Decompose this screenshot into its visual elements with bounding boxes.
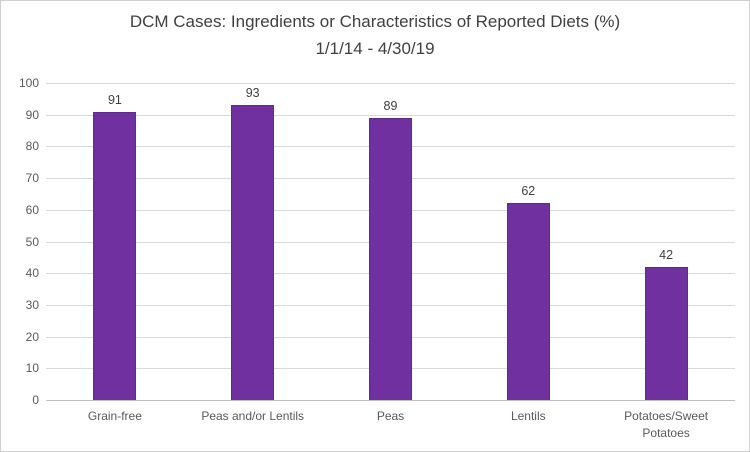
bar-value-label: 93 xyxy=(245,86,260,101)
bar-lentils xyxy=(506,203,550,400)
gridline-100 xyxy=(46,83,735,84)
y-tick-label-40: 40 xyxy=(25,266,39,281)
y-tick-label-20: 20 xyxy=(25,329,39,344)
bar-value-label: 91 xyxy=(107,92,122,107)
y-tick-label-10: 10 xyxy=(25,361,39,376)
bar-value-label: 42 xyxy=(659,247,674,262)
x-axis-line xyxy=(46,400,735,401)
bar-potatoes-sweet-potatoes xyxy=(644,266,688,400)
category-label: Grain-free xyxy=(87,409,142,423)
y-tick-label-30: 30 xyxy=(25,297,39,312)
category-label: Peas xyxy=(376,409,405,423)
chart-subtitle: 1/1/14 - 4/30/19 xyxy=(315,39,435,58)
bar-peas-and-or-lentils xyxy=(231,105,275,400)
category-label: Peas and/or Lentils xyxy=(201,409,305,423)
category-label: Lentils xyxy=(510,409,546,423)
y-tick-label-70: 70 xyxy=(25,171,39,186)
bar-value-label: 89 xyxy=(383,98,398,113)
category-label: Potatoes/Sweet Potatoes xyxy=(624,409,709,440)
bar-peas xyxy=(369,117,412,400)
chart-title: DCM Cases: Ingredients or Characteristic… xyxy=(129,12,621,31)
bar-value-label: 62 xyxy=(521,184,536,199)
y-tick-label-100: 100 xyxy=(18,76,39,90)
y-tick-label-90: 90 xyxy=(25,107,39,122)
gridline-90 xyxy=(46,114,735,116)
bar-grain-free xyxy=(93,111,137,400)
y-tick-label-50: 50 xyxy=(25,234,39,249)
y-tick-label-60: 60 xyxy=(25,202,39,217)
y-tick-label-80: 80 xyxy=(25,139,39,154)
y-tick-label-0: 0 xyxy=(32,393,39,407)
